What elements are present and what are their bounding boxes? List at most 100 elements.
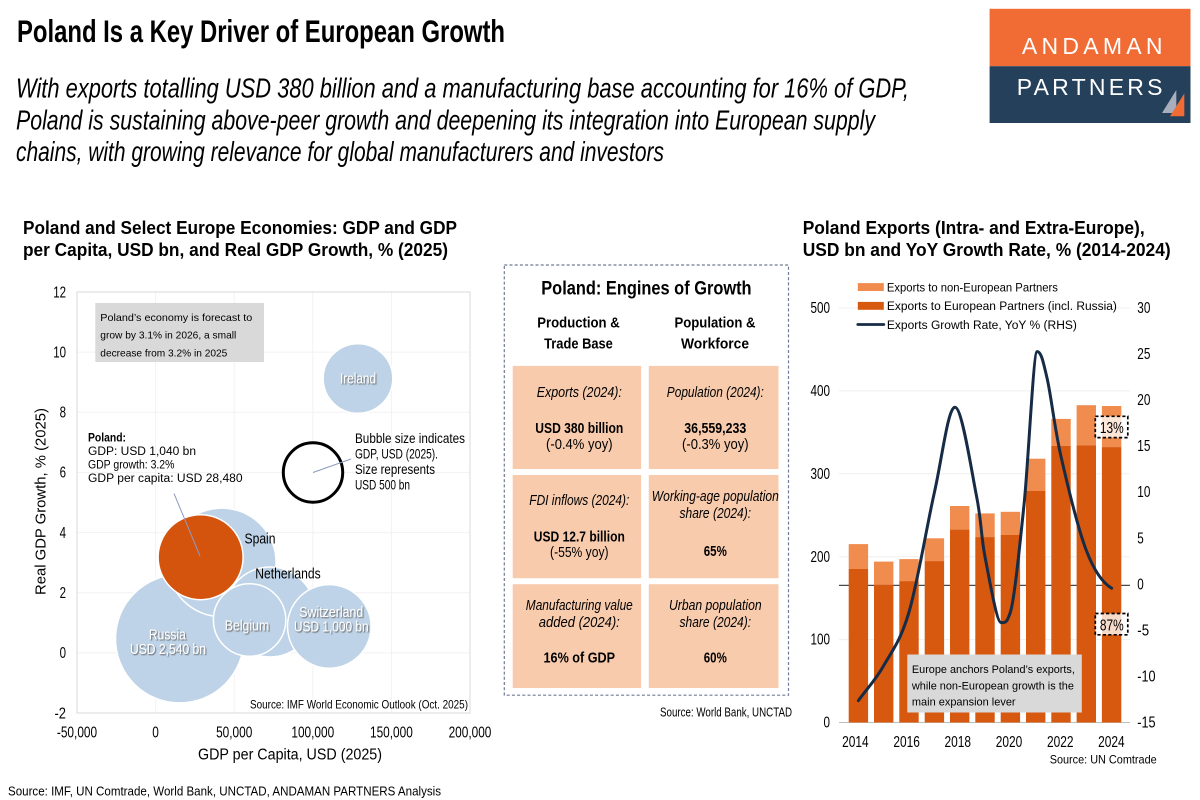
svg-text:15: 15 (1137, 438, 1150, 455)
svg-text:300: 300 (811, 466, 831, 483)
svg-text:Workforce: Workforce (681, 336, 749, 353)
svg-text:50,000: 50,000 (216, 724, 252, 741)
svg-text:2020: 2020 (996, 734, 1023, 751)
svg-text:main expansion lever: main expansion lever (912, 697, 1016, 709)
svg-text:65%: 65% (704, 543, 727, 560)
svg-text:2014: 2014 (842, 734, 869, 751)
svg-text:2: 2 (60, 585, 66, 602)
svg-text:Source: UN Comtrade: Source: UN Comtrade (1050, 752, 1157, 766)
svg-text:6: 6 (60, 465, 66, 482)
svg-text:Exports to non-European Partne: Exports to non-European Partners (887, 280, 1058, 294)
svg-text:Working-age population: Working-age population (652, 488, 779, 505)
svg-text:0: 0 (1137, 576, 1144, 593)
svg-text:while non-European growth is t: while non-European growth is the (911, 680, 1074, 692)
svg-text:Russia: Russia (149, 626, 187, 643)
svg-text:20: 20 (1137, 392, 1150, 409)
svg-text:GDP per Capita, USD (2025): GDP per Capita, USD (2025) (198, 747, 382, 764)
svg-text:500: 500 (811, 300, 831, 317)
svg-text:Source: IMF, UN Comtrade, Worl: Source: IMF, UN Comtrade, World Bank, UN… (8, 784, 441, 799)
svg-text:Poland: Engines of Growth: Poland: Engines of Growth (541, 279, 751, 300)
svg-text:GDP growth: 3.2%: GDP growth: 3.2% (88, 460, 174, 472)
svg-text:12: 12 (53, 284, 66, 301)
svg-text:(-0.4% yoy): (-0.4% yoy) (546, 436, 613, 453)
svg-text:60%: 60% (704, 649, 727, 666)
svg-text:Manufacturing value: Manufacturing value (526, 597, 633, 614)
svg-text:Belgium: Belgium (225, 618, 270, 635)
svg-text:USD 380 billion: USD 380 billion (535, 420, 623, 437)
svg-text:Poland is sustaining above-pee: Poland is sustaining above-peer growth a… (16, 104, 877, 135)
svg-text:share (2024):: share (2024): (680, 614, 752, 631)
svg-text:decrease from 3.2% in 2025: decrease from 3.2% in 2025 (100, 347, 227, 359)
svg-text:USD 12.7 billion: USD 12.7 billion (534, 529, 625, 546)
svg-text:share (2024):: share (2024): (680, 505, 752, 522)
svg-text:Exports Growth Rate, YoY % (RH: Exports Growth Rate, YoY % (RHS) (887, 318, 1077, 332)
svg-text:2024: 2024 (1098, 734, 1125, 751)
svg-text:Production &: Production & (537, 314, 620, 331)
svg-text:400: 400 (811, 383, 831, 400)
svg-text:Source: IMF World Economic Out: Source: IMF World Economic Outlook (Oct.… (250, 698, 468, 712)
svg-text:(-0.3% yoy): (-0.3% yoy) (682, 436, 749, 453)
svg-text:4: 4 (60, 525, 67, 542)
svg-text:-50,000: -50,000 (57, 724, 97, 741)
svg-text:USD 1,000 bn: USD 1,000 bn (294, 619, 369, 636)
svg-text:100: 100 (811, 632, 831, 649)
svg-text:Real GDP Growth, % (2025): Real GDP Growth, % (2025) (34, 408, 50, 595)
svg-text:13%: 13% (1100, 420, 1124, 437)
svg-text:2018: 2018 (945, 734, 972, 751)
svg-text:Exports (2024):: Exports (2024): (537, 384, 622, 401)
svg-text:chains, with growing relevance: chains, with growing relevance for globa… (16, 136, 664, 167)
svg-text:Urban population: Urban population (669, 597, 762, 614)
svg-text:Poland Exports (Intra- and Ext: Poland Exports (Intra- and Extra-Europe)… (803, 217, 1145, 238)
svg-text:USD 2,540 bn: USD 2,540 bn (130, 641, 206, 658)
svg-text:USD bn and YoY Growth Rate, %: USD bn and YoY Growth Rate, % (2014-2024… (803, 239, 1171, 260)
svg-text:Population (2024):: Population (2024): (667, 384, 764, 401)
svg-text:Population &: Population & (675, 314, 756, 331)
svg-text:-10: -10 (1137, 668, 1155, 685)
svg-text:per Capita, USD bn, and Real G: per Capita, USD bn, and Real GDP Growth,… (23, 239, 448, 260)
svg-text:10: 10 (53, 344, 66, 361)
svg-text:Ireland: Ireland (340, 371, 376, 388)
svg-text:150,000: 150,000 (370, 724, 413, 741)
svg-text:Size represents: Size represents (355, 461, 435, 477)
svg-text:0: 0 (824, 715, 831, 732)
svg-text:Exports to European Partners (: Exports to European Partners (incl. Russ… (887, 299, 1117, 313)
svg-text:2016: 2016 (893, 734, 920, 751)
svg-text:Netherlands: Netherlands (255, 565, 320, 582)
svg-text:200: 200 (811, 549, 831, 566)
svg-text:36,559,233: 36,559,233 (684, 420, 746, 437)
svg-text:100,000: 100,000 (291, 724, 334, 741)
svg-text:GDP, USD (2025).: GDP, USD (2025). (355, 446, 438, 462)
svg-text:With exports totalling USD 380: With exports totalling USD 380 billion a… (16, 73, 909, 104)
svg-text:87%: 87% (1100, 617, 1124, 634)
svg-text:0: 0 (152, 724, 159, 741)
svg-text:USD 500 bn: USD 500 bn (355, 477, 410, 493)
svg-text:Bubble size indicates: Bubble size indicates (355, 430, 465, 446)
svg-text:Poland Is a Key Driver of Euro: Poland Is a Key Driver of European Growt… (17, 13, 505, 49)
svg-text:30: 30 (1137, 300, 1150, 317)
svg-text:5: 5 (1137, 530, 1144, 547)
svg-text:GDP per capita: USD 28,480: GDP per capita: USD 28,480 (88, 473, 243, 485)
svg-text:8: 8 (60, 405, 66, 422)
svg-text:GDP: USD 1,040 bn: GDP: USD 1,040 bn (88, 446, 196, 458)
svg-text:10: 10 (1137, 484, 1150, 501)
svg-text:added (2024):: added (2024): (539, 614, 620, 631)
svg-text:(-55% yoy): (-55% yoy) (550, 544, 609, 561)
svg-text:0: 0 (60, 645, 66, 662)
svg-text:grow by 3.1% in 2026, a small: grow by 3.1% in 2026, a small (100, 330, 236, 342)
svg-text:Spain: Spain (245, 530, 276, 547)
svg-text:Switzerland: Switzerland (299, 604, 363, 621)
svg-text:2022: 2022 (1047, 734, 1074, 751)
svg-text:Poland’s economy is forecast t: Poland’s economy is forecast to (100, 312, 252, 324)
svg-text:PARTNERS: PARTNERS (1017, 74, 1163, 100)
svg-text:Poland and Select Europe Econo: Poland and Select Europe Economies: GDP … (23, 217, 457, 238)
svg-text:16% of GDP: 16% of GDP (544, 649, 616, 666)
svg-text:Source: World Bank, UNCTAD: Source: World Bank, UNCTAD (660, 706, 792, 720)
svg-text:Trade Base: Trade Base (544, 336, 613, 353)
svg-text:FDI inflows (2024):: FDI inflows (2024): (529, 492, 629, 509)
svg-text:Europe anchors Poland’s export: Europe anchors Poland’s exports, (912, 664, 1075, 676)
svg-text:-5: -5 (1137, 622, 1149, 639)
svg-text:25: 25 (1137, 346, 1150, 363)
svg-text:-2: -2 (55, 705, 67, 722)
svg-text:200,000: 200,000 (449, 724, 492, 741)
svg-text:-15: -15 (1137, 715, 1155, 732)
